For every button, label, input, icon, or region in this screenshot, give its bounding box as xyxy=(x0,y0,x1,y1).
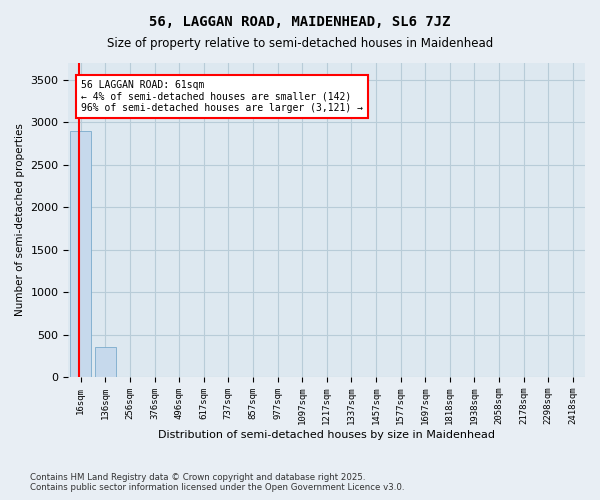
X-axis label: Distribution of semi-detached houses by size in Maidenhead: Distribution of semi-detached houses by … xyxy=(158,430,495,440)
Text: Contains HM Land Registry data © Crown copyright and database right 2025.
Contai: Contains HM Land Registry data © Crown c… xyxy=(30,473,404,492)
Text: 56 LAGGAN ROAD: 61sqm
← 4% of semi-detached houses are smaller (142)
96% of semi: 56 LAGGAN ROAD: 61sqm ← 4% of semi-detac… xyxy=(81,80,363,112)
Y-axis label: Number of semi-detached properties: Number of semi-detached properties xyxy=(15,124,25,316)
Text: 56, LAGGAN ROAD, MAIDENHEAD, SL6 7JZ: 56, LAGGAN ROAD, MAIDENHEAD, SL6 7JZ xyxy=(149,15,451,29)
Bar xyxy=(70,130,91,377)
Text: Size of property relative to semi-detached houses in Maidenhead: Size of property relative to semi-detach… xyxy=(107,38,493,51)
Bar xyxy=(95,348,116,377)
